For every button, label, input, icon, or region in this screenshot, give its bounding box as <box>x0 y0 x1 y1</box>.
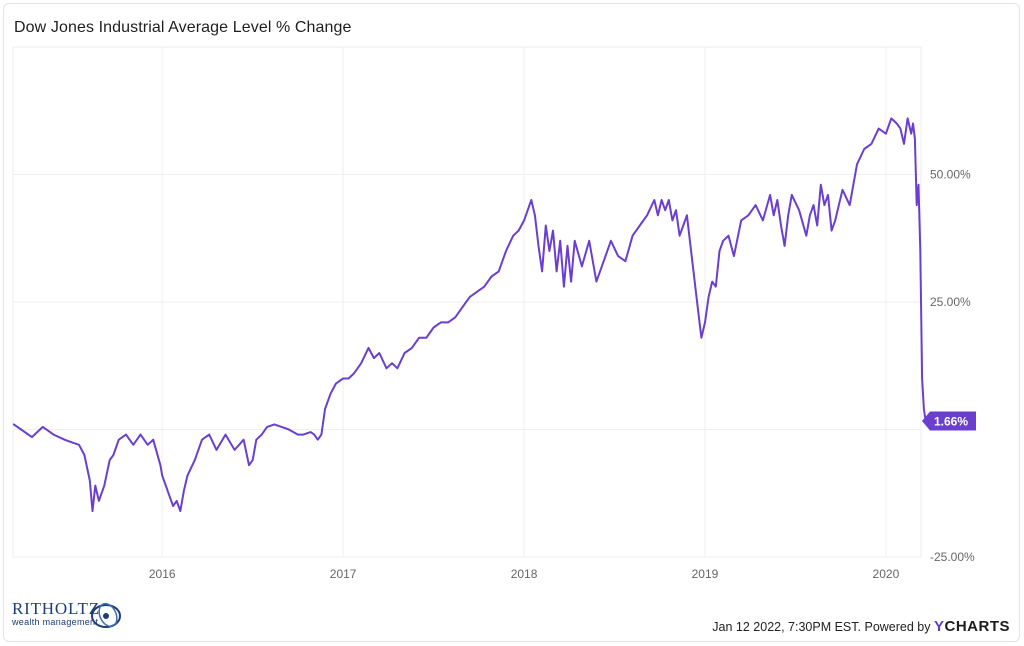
y-tick-label: -25.00% <box>930 550 975 564</box>
ritholtz-emblem-icon <box>91 602 121 628</box>
x-axis-ticks: 2016 2017 2018 2019 2020 <box>149 567 900 581</box>
x-tick-label: 2020 <box>873 567 900 581</box>
x-tick-label: 2019 <box>692 567 719 581</box>
chart-frame <box>3 3 1020 642</box>
x-tick-label: 2018 <box>511 567 538 581</box>
ycharts-logo: YCHARTS <box>934 618 1010 635</box>
y-tick-label: 25.00% <box>930 295 971 309</box>
ycharts-logo-text: CHARTS <box>944 618 1010 635</box>
logo-name: RITHOLTZ <box>12 599 100 618</box>
y-tick-label: 50.00% <box>930 168 971 182</box>
ritholtz-logo: RITHOLTZ wealth management <box>12 600 100 628</box>
last-value-label: 1.66% <box>934 415 968 429</box>
last-value-badge-shape <box>922 411 976 431</box>
footer-timestamp: Jan 12 2022, 7:30PM EST. <box>712 620 861 634</box>
footer-powered-by: Powered by <box>864 620 931 634</box>
y-axis-ticks: 50.00% 25.00% -25.00% <box>930 168 975 565</box>
footer-attribution: Jan 12 2022, 7:30PM EST. Powered by YCHA… <box>712 618 1010 635</box>
logo-subtitle: wealth management <box>12 617 99 627</box>
x-tick-label: 2017 <box>330 567 357 581</box>
chart-title: Dow Jones Industrial Average Level % Cha… <box>14 19 352 36</box>
ycharts-logo-y: Y <box>933 618 945 635</box>
series-line <box>12 117 927 513</box>
last-value-badge: 1.66% <box>922 411 976 431</box>
x-tick-label: 2016 <box>149 567 176 581</box>
